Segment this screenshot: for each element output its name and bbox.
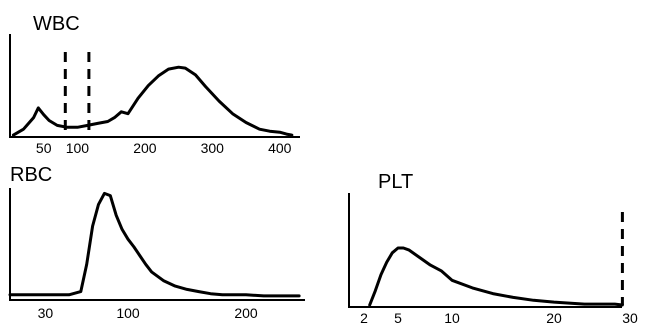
wbc-series-line — [11, 65, 294, 137]
wbc-tick-label: 100 — [66, 140, 90, 156]
wbc-tick-label: 400 — [268, 140, 292, 156]
plt-tick-label: 10 — [444, 310, 460, 326]
wbc-tick-label: 300 — [201, 140, 225, 156]
wbc-markers — [63, 52, 91, 137]
rbc-series-line — [8, 191, 301, 298]
plt-tick-labels: 2 5 10 20 30 — [360, 310, 638, 326]
rbc-tick-labels: 30 100 200 — [38, 305, 258, 321]
rbc-tick-label: 30 — [38, 305, 54, 321]
wbc-tick-labels: 50 100 200 300 400 — [36, 140, 292, 156]
rbc-axes — [9, 188, 305, 301]
plt-title: PLT — [378, 171, 413, 193]
plt-tick-label: 5 — [394, 310, 402, 326]
plt-tick-label: 2 — [360, 310, 368, 326]
rbc-tick-label: 100 — [116, 305, 140, 321]
wbc-tick-label: 50 — [36, 140, 52, 156]
plt-series-line — [368, 246, 624, 307]
plt-tick-label: 30 — [622, 310, 638, 326]
plt-chart: PLT 2 5 10 20 30 — [348, 171, 638, 326]
rbc-tick-label: 200 — [234, 305, 258, 321]
wbc-chart: WBC 50 100 200 300 400 — [9, 13, 300, 156]
wbc-axes — [9, 34, 300, 138]
plt-tick-label: 20 — [546, 310, 562, 326]
wbc-title: WBC — [33, 13, 80, 35]
wbc-tick-label: 200 — [133, 140, 157, 156]
plt-axes — [348, 193, 622, 308]
rbc-chart: RBC 30 100 200 — [8, 164, 305, 321]
rbc-title: RBC — [10, 164, 52, 186]
